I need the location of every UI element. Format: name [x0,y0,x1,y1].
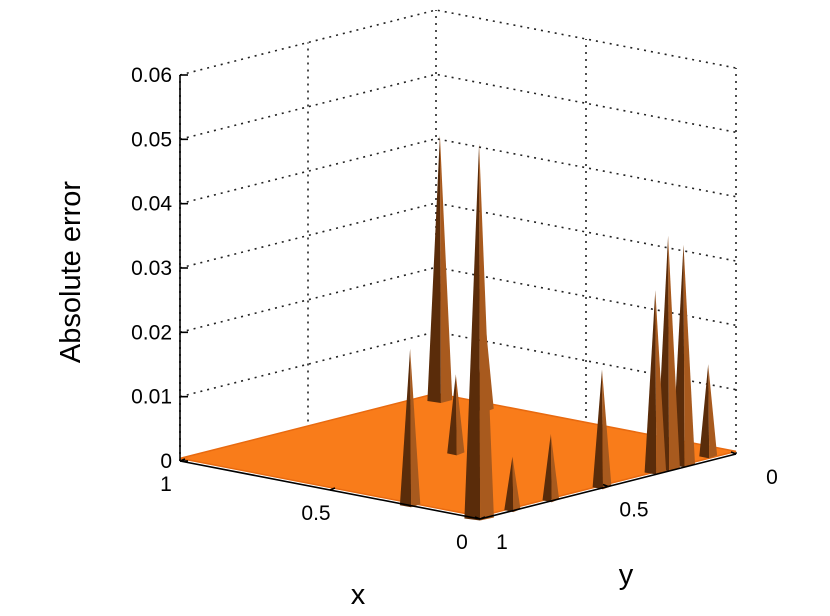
z-tick-label-0: 0 [160,450,172,473]
z-gridline-6 [179,9,737,76]
peak-11 [464,143,481,521]
y-tick-label-0: 1 [496,531,508,554]
x-tick-label-0: 1 [160,473,172,496]
peak-highlight-9 [410,348,421,508]
y-tick-mark-0 [474,516,481,520]
peak-highlight-3 [708,364,718,459]
peak-10 [504,456,514,513]
peak-highlight-7 [602,369,612,490]
peak-9 [399,348,412,508]
peak-8 [542,434,552,503]
y-tick-mark-1 [602,483,609,488]
x-tick-mark-1 [329,487,336,491]
peak-7 [592,369,603,490]
x-tick-mark-0 [179,458,186,462]
z-gridline-5 [179,73,737,141]
z-tick-label-6: 0.06 [131,64,172,87]
peak-highlight-11 [479,143,494,521]
z-gridline-2 [179,266,737,334]
z-tick-label-4: 0.04 [131,193,172,216]
z-tick-label-5: 0.05 [131,128,172,151]
peak-highlight-0 [439,135,453,404]
x-tick-label-2: 0 [456,531,468,554]
z-tick-label-1: 0.01 [131,386,172,409]
z-axis-label: Absolute error [55,181,87,363]
z-gridline-4 [179,137,737,205]
y-tick-mark-2 [730,451,737,455]
z-tick-label-3: 0.03 [131,257,172,280]
x-tick-mark-2 [479,516,486,520]
z-tick-label-2: 0.02 [131,321,172,344]
y-tick-label-2: 0 [766,466,778,489]
y-axis-label: y [619,559,634,591]
label-layer: x y Absolute error [55,181,634,611]
peak-highlight-5 [668,235,680,472]
peak-highlight-4 [683,244,695,468]
peak-6 [644,290,657,475]
x-axis-label: x [351,579,366,611]
peak-highlight-6 [655,290,667,475]
peak-highlight-2 [455,374,465,456]
y-tick-label-1: 0.5 [619,499,648,522]
peak-highlight-10 [512,456,521,513]
z-gridline-3 [179,202,737,269]
peak-0 [427,135,441,404]
peak-highlight-8 [550,434,560,503]
peak-2 [447,374,457,456]
surface-layer [179,135,737,521]
peak-3 [699,364,710,459]
x-tick-label-1: 0.5 [301,502,330,525]
